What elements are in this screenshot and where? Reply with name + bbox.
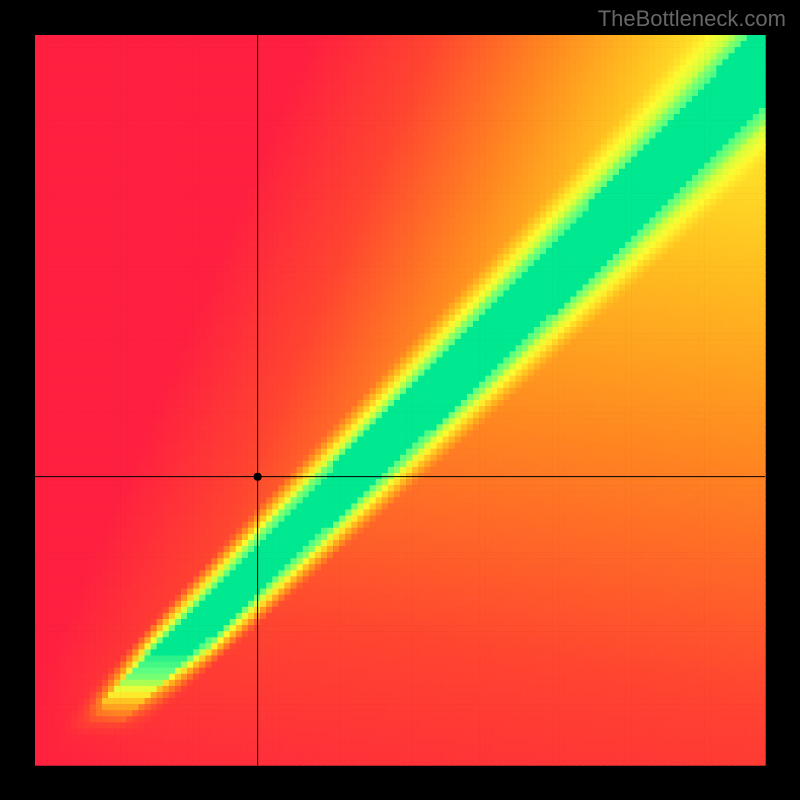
- watermark-label: TheBottleneck.com: [598, 6, 786, 32]
- bottleneck-heatmap: [0, 0, 800, 800]
- chart-container: TheBottleneck.com: [0, 0, 800, 800]
